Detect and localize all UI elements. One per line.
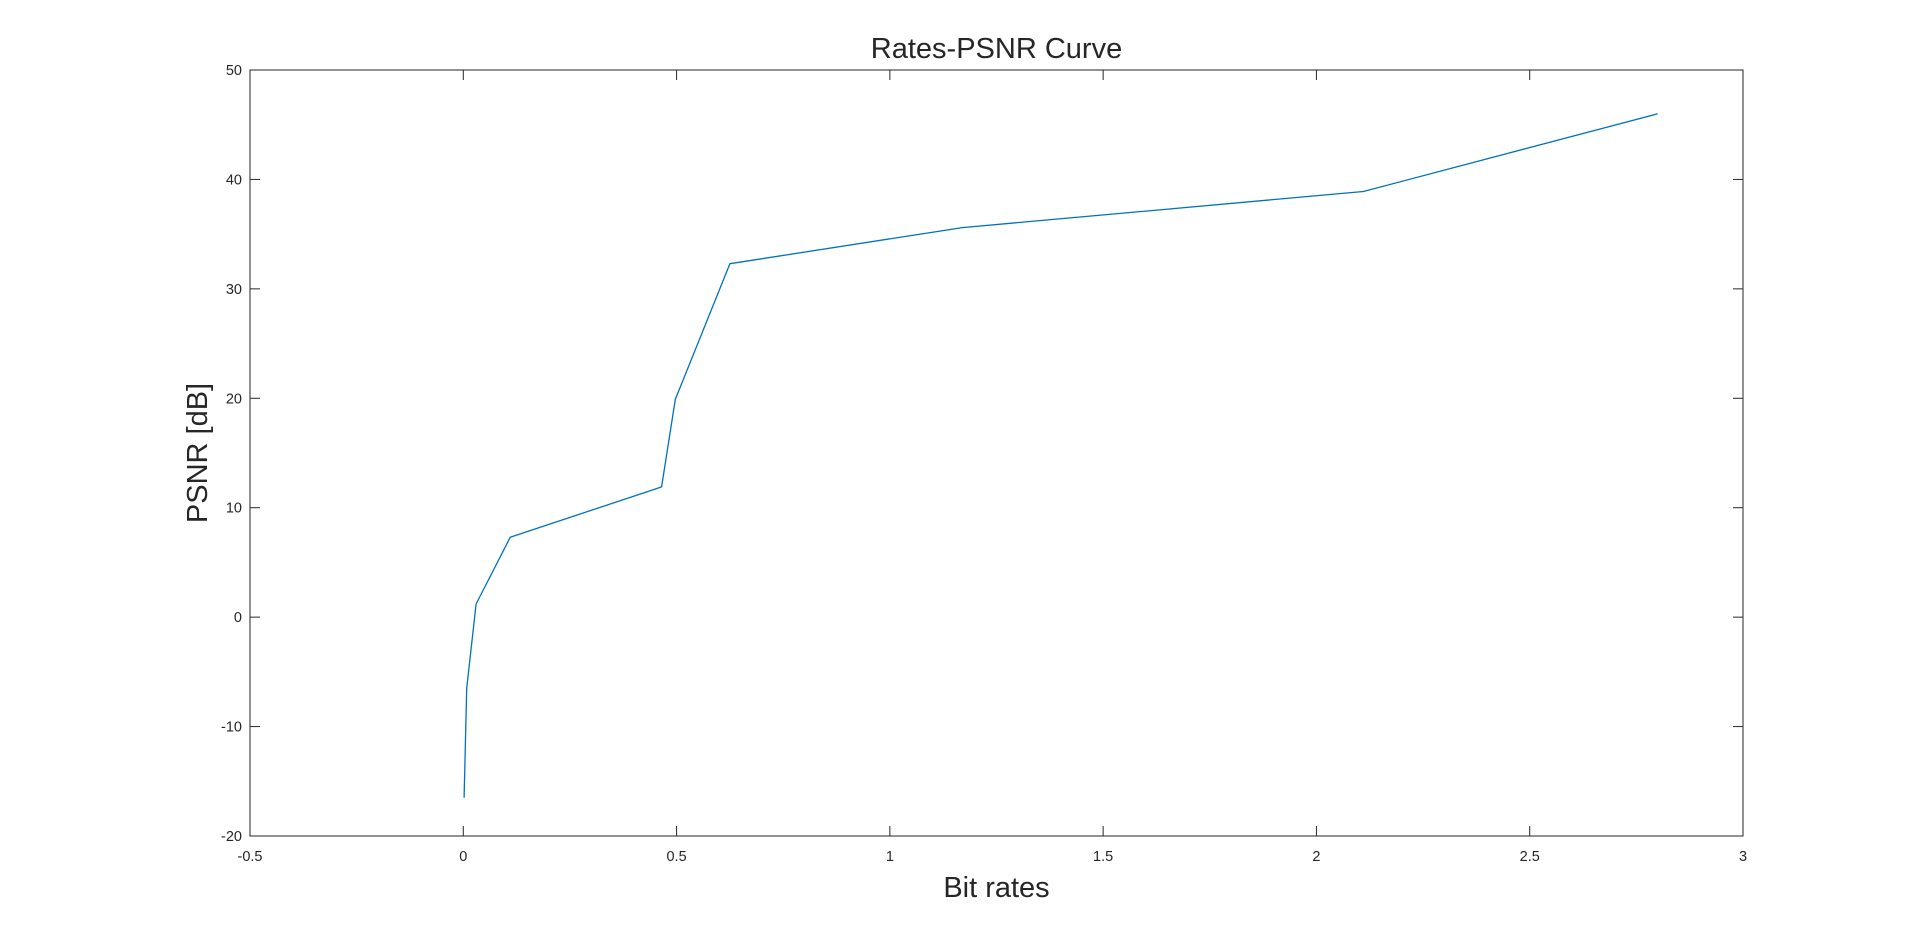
y-tick-label: -10 [221, 720, 242, 736]
x-tick-label: 1.5 [1093, 849, 1113, 865]
y-tick-label: 50 [226, 63, 242, 79]
y-axis-label: PSNR [dB] [182, 383, 214, 523]
y-tick-label: 40 [226, 172, 242, 188]
x-tick-label: 1 [886, 849, 894, 865]
y-tick-label: -20 [221, 829, 242, 845]
x-tick-label: 0.5 [666, 849, 686, 865]
y-tick-label: 20 [226, 391, 242, 407]
plot-box [249, 69, 1744, 837]
x-tick-label: -0.5 [238, 849, 263, 865]
plot-background [250, 70, 1743, 836]
x-tick-label: 0 [459, 849, 467, 865]
y-tick-label: 30 [226, 282, 242, 298]
y-tick-label: 10 [226, 501, 242, 517]
y-tick-label: 0 [234, 610, 242, 626]
labels-layer: Rates-PSNR Curve Bit rates PSNR [dB] [182, 33, 1122, 904]
series-line [463, 113, 1658, 798]
series-layer [463, 113, 1658, 798]
x-tick-label: 2.5 [1520, 849, 1540, 865]
x-axis-label: Bit rates [943, 872, 1049, 904]
x-tick-label: 3 [1739, 849, 1747, 865]
x-tick-label: 2 [1312, 849, 1320, 865]
chart-title: Rates-PSNR Curve [871, 33, 1122, 65]
